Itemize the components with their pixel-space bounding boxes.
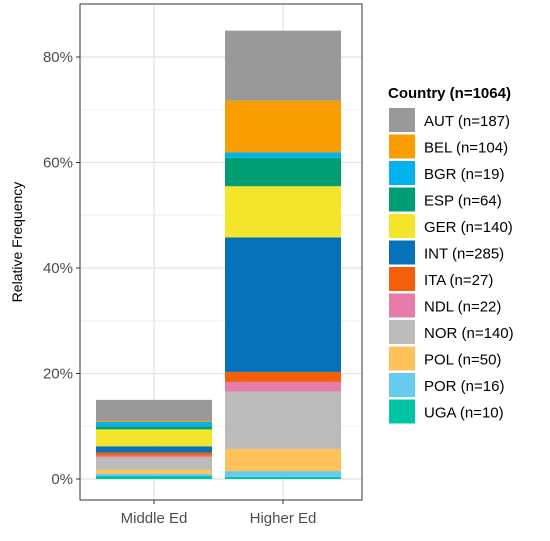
legend-key-esp [389, 187, 415, 212]
bar-segment-esp-higher-ed [225, 157, 341, 187]
y-tick-label: 60% [43, 155, 73, 172]
legend-key-pol [389, 346, 415, 371]
legend-key-ita [389, 267, 415, 291]
legend-key-por [389, 373, 415, 397]
bar-segment-uga-middle-ed [96, 475, 212, 479]
plot-panel-border [79, 3, 363, 501]
bars [96, 30, 341, 479]
bar-segment-ger-higher-ed [225, 186, 341, 238]
bar-segment-int-higher-ed [225, 237, 341, 372]
legend-label-nor: NOR (n=140) [424, 325, 514, 342]
bar-segment-ndl-higher-ed [225, 381, 341, 392]
bar-segment-nor-higher-ed [225, 391, 341, 449]
x-tick-label: Middle Ed [121, 510, 188, 527]
y-axis-title: Relative Frequency [9, 182, 25, 303]
bar-segment-ger-middle-ed [96, 429, 212, 447]
bar-segment-aut-higher-ed [225, 30, 341, 101]
legend-key-ndl [389, 293, 415, 318]
legend-label-aut: AUT (n=187) [424, 113, 510, 130]
x-tick-label: Higher Ed [250, 510, 317, 527]
legend-key-aut [389, 108, 415, 132]
x-axis: Middle Ed Higher Ed [121, 500, 317, 527]
y-tick-label: 0% [51, 471, 73, 488]
bar-segment-bel-middle-ed [96, 420, 212, 423]
bar-segment-pol-higher-ed [225, 448, 341, 472]
bar-segment-nor-middle-ed [96, 457, 212, 470]
legend-label-int: INT (n=285) [424, 246, 504, 263]
legend-key-bgr [389, 161, 415, 185]
legend-key-ger [389, 214, 415, 238]
bar-segment-pol-middle-ed [96, 469, 212, 474]
legend-label-esp: ESP (n=64) [424, 193, 502, 210]
bar-segment-aut-middle-ed [96, 399, 212, 421]
legend-title: Country (n=1064) [388, 85, 511, 102]
legend-label-pol: POL (n=50) [424, 352, 501, 369]
bar-segment-uga-higher-ed [225, 476, 341, 479]
legend-label-bel: BEL (n=104) [424, 140, 508, 157]
legend-key-nor [389, 320, 415, 344]
y-tick-label: 80% [43, 49, 73, 66]
bar-segment-ita-higher-ed [225, 371, 341, 382]
bar-segment-esp-middle-ed [96, 426, 212, 430]
bar-segment-por-middle-ed [96, 473, 212, 476]
bar-segment-bel-higher-ed [225, 100, 341, 153]
bar-segment-bgr-middle-ed [96, 422, 212, 427]
legend-label-uga: UGA (n=10) [424, 405, 504, 422]
bar-segment-ndl-middle-ed [96, 455, 212, 458]
y-tick-label: 40% [43, 260, 73, 277]
bar-segment-por-higher-ed [225, 471, 341, 477]
legend-label-ita: ITA (n=27) [424, 272, 493, 289]
legend-key-bel [389, 134, 415, 159]
legend-key-uga [389, 399, 415, 424]
legend-label-ger: GER (n=140) [424, 219, 513, 236]
y-tick-label: 20% [43, 366, 73, 383]
legend-label-por: POR (n=16) [424, 378, 504, 395]
legend-key-int [389, 240, 415, 265]
legend: Country (n=1064) AUT (n=187) BEL (n=104) B… [388, 85, 514, 424]
y-axis: 0% 20% 40% 60% 80% [43, 49, 80, 488]
bar-segment-bgr-higher-ed [225, 152, 341, 158]
bar-segment-ita-middle-ed [96, 452, 212, 456]
bar-segment-int-middle-ed [96, 446, 212, 453]
legend-label-ndl: NDL (n=22) [424, 299, 501, 316]
legend-label-bgr: BGR (n=19) [424, 166, 504, 183]
